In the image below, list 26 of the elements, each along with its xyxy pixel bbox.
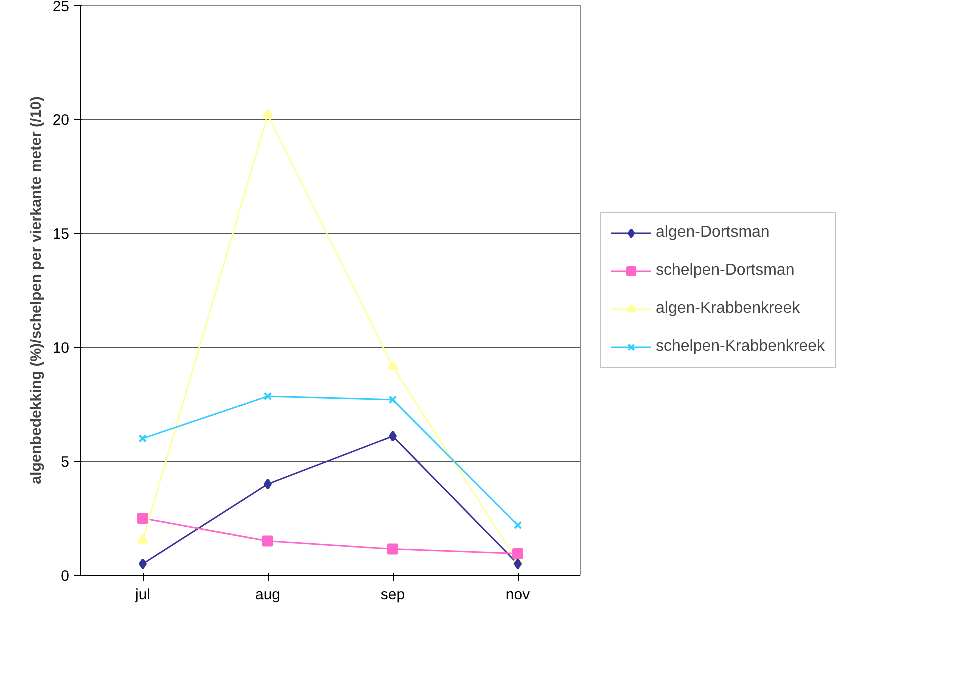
point [138, 513, 148, 524]
legend-label: algen-Krabbenkreek [656, 300, 800, 318]
y-tick-label: 20 [52, 112, 70, 129]
x-tick-label: sep [380, 586, 406, 604]
point [514, 521, 522, 530]
y-tick-label: 0 [61, 568, 70, 585]
point [388, 544, 398, 555]
point [262, 536, 274, 547]
x-tick-label: nov [506, 586, 531, 604]
point [512, 548, 524, 560]
point [262, 108, 274, 119]
point [388, 396, 398, 404]
point [388, 360, 398, 370]
x-tick-label: jul [134, 586, 151, 604]
legend-label: schelpen-Krabbenkreek [656, 338, 825, 356]
y-tick-label: 10 [52, 340, 70, 357]
legend-label: algen-Dortsman [656, 224, 770, 242]
y-axis-title: algenbedekking (%)/schelpen per vierkante meter (/10) [28, 96, 45, 484]
point [138, 434, 148, 443]
x-tick-label: aug [255, 586, 281, 604]
point [264, 392, 272, 401]
y-tick-label: 5 [61, 454, 70, 471]
y-tick-label: 15 [52, 226, 70, 243]
point [138, 534, 148, 544]
legend-label: schelpen-Dortsman [656, 262, 795, 280]
y-tick-label: 25 [52, 0, 70, 16]
